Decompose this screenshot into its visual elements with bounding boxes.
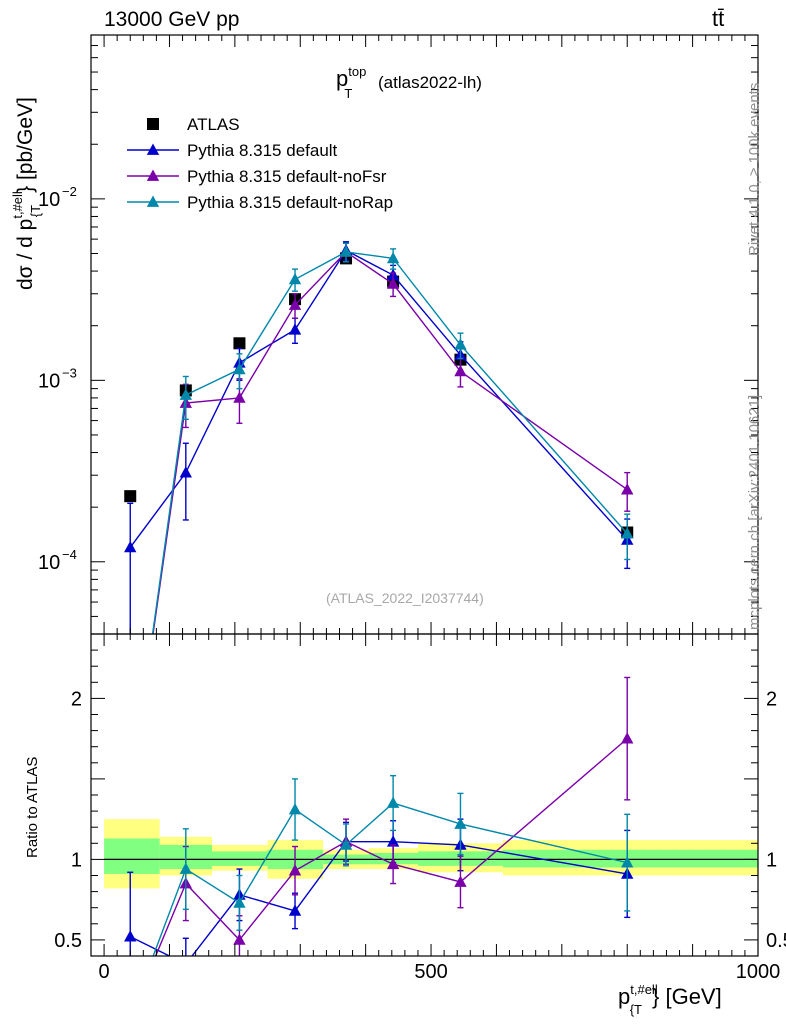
pythia-8-315-default-line bbox=[129, 249, 628, 548]
ratio-ytick-label-right-0.5: 0.5 bbox=[766, 930, 786, 952]
ratio-ytick-label-left-2: 2 bbox=[71, 688, 82, 710]
pythia-8-315-default-marker-3 bbox=[288, 323, 302, 335]
ratio-pythia-8-315-default-marker-3 bbox=[288, 904, 302, 916]
pythia-8-315-default-norap-marker-1 bbox=[179, 388, 192, 400]
pythia-8-315-default-norap-marker-4 bbox=[339, 245, 353, 257]
main-ytick-label-1: 10 bbox=[38, 370, 60, 392]
atlas-point-2 bbox=[233, 337, 246, 350]
xlabel-sup: t,#ell bbox=[630, 982, 658, 997]
ratio-xtick-label-500: 500 bbox=[414, 961, 447, 983]
main-plot-area bbox=[124, 241, 634, 799]
main-ytick-exp-0: −2 bbox=[62, 184, 77, 199]
ratio-band-green-0 bbox=[104, 838, 160, 874]
header-energy-label: 13000 GeV pp bbox=[104, 8, 240, 31]
atlas-point-0 bbox=[124, 490, 137, 503]
header-process-label: tt̄ bbox=[712, 6, 725, 31]
legend-label-pythia-8-315-default-nofsr: Pythia 8.315 default-noFsr bbox=[187, 167, 387, 186]
pythia-8-315-default-marker-0 bbox=[124, 540, 137, 553]
pythia-8-315-default-marker-1 bbox=[179, 466, 192, 478]
ratio-pythia-8-315-default-nofsr-marker-6 bbox=[454, 875, 467, 887]
main-ylabel-sup: t,#ell bbox=[10, 191, 25, 219]
pythia-8-315-default-norap-marker-7 bbox=[621, 527, 634, 539]
pythia-8-315-default-norap-marker-2 bbox=[233, 362, 246, 375]
xlabel-sub: {T bbox=[629, 1002, 643, 1017]
ratio-pythia-8-315-default-nofsr-marker-3 bbox=[288, 864, 302, 876]
pythia-8-315-default-norap-marker-6 bbox=[454, 338, 467, 350]
main-ytick-label-2: 10 bbox=[38, 552, 60, 574]
pythia-8-315-default-nofsr-marker-7 bbox=[621, 483, 634, 495]
pythia-8-315-default-norap-marker-5 bbox=[386, 251, 400, 264]
ratio-ytick-label-right-1: 1 bbox=[766, 849, 777, 871]
ratio-pythia-8-315-default-nofsr-marker-7 bbox=[621, 732, 634, 744]
legend-marker-atlas bbox=[147, 118, 159, 130]
ratio-pythia-8-315-default-nofsr-line bbox=[154, 738, 628, 956]
ratio-pythia-8-315-default-norap-marker-5 bbox=[386, 796, 400, 808]
pythia-8-315-default-norap-marker-3 bbox=[288, 272, 302, 285]
xlabel-main: p bbox=[618, 984, 631, 1009]
main-ylabel-suffix: } [pb/GeV] bbox=[14, 97, 37, 193]
plot-title-suffix: (atlas2022-lh) bbox=[378, 73, 482, 92]
analysis-watermark: (ATLAS_2022_I2037744) bbox=[326, 590, 484, 606]
pythia-8-315-default-nofsr-marker-3 bbox=[288, 298, 302, 310]
ratio-pythia-8-315-default-norap-marker-3 bbox=[288, 802, 302, 815]
pythia-8-315-default-nofsr-line bbox=[152, 251, 628, 634]
ratio-pythia-8-315-default-norap-marker-0 bbox=[124, 1011, 136, 1022]
plot-title-sup: top bbox=[348, 64, 367, 79]
legend-label-pythia-8-315-default-norap: Pythia 8.315 default-noRap bbox=[187, 193, 393, 212]
mcplots-label: mcplots.cern.ch [arXiv:2401.10621] bbox=[746, 394, 763, 630]
ratio-plot-area bbox=[104, 676, 758, 1022]
main-ytick-label-0: 10 bbox=[38, 189, 60, 211]
ratio-frame bbox=[90, 633, 759, 957]
ratio-pythia-8-315-default-norap-line bbox=[152, 802, 628, 956]
pythia-8-315-default-norap-line bbox=[151, 251, 628, 634]
legend-marker-pythia-8-315-default-norap bbox=[146, 195, 160, 207]
main-ylabel: dσ / d pt,#ell {T } [pb/GeV] bbox=[10, 83, 43, 290]
main-ylabel-main: dσ / d p bbox=[14, 218, 37, 290]
ratio-ytick-label-right-2: 2 bbox=[766, 688, 777, 710]
legend-label-atlas: ATLAS bbox=[187, 115, 240, 134]
pythia-8-315-default-nofsr-marker-0 bbox=[124, 788, 136, 799]
main-ytick-exp-2: −4 bbox=[62, 547, 77, 562]
ratio-pythia-8-315-default-nofsr-marker-5 bbox=[386, 857, 400, 870]
main-panel bbox=[124, 241, 634, 799]
ratio-pythia-8-315-default-nofsr-marker-2 bbox=[233, 933, 246, 945]
rivet-version-label: Rivet 4.1.0, ≥ 100k events bbox=[746, 82, 763, 256]
ratio-pythia-8-315-default-norap-marker-4 bbox=[339, 838, 353, 850]
ratio-pythia-8-315-default-marker-1 bbox=[180, 958, 192, 969]
legend-marker-pythia-8-315-default-nofsr bbox=[146, 169, 160, 181]
xlabel-suffix: } [GeV] bbox=[652, 984, 722, 1009]
ratio-pythia-8-315-default-norap-marker-7 bbox=[621, 856, 634, 868]
ratio-pythia-8-315-default-norap-marker-6 bbox=[454, 817, 467, 829]
ratio-pythia-8-315-default-norap-marker-1 bbox=[179, 862, 192, 874]
legend-label-pythia-8-315-default: Pythia 8.315 default bbox=[187, 141, 338, 160]
ratio-ytick-label-left-0.5: 0.5 bbox=[54, 930, 82, 952]
ratio-band-green-2 bbox=[211, 851, 268, 866]
ratio-panel bbox=[104, 676, 758, 1022]
ratio-xlabel: pt,#ell {T } [GeV] bbox=[618, 982, 740, 1017]
plot-title-main: p bbox=[336, 66, 349, 91]
ratio-xtick-label-0: 0 bbox=[99, 961, 110, 983]
ratio-pythia-8-315-default-marker-0 bbox=[124, 930, 137, 942]
main-ylabel-sub: {T bbox=[28, 204, 43, 218]
ratio-pythia-8-315-default-nofsr-marker-0 bbox=[124, 1011, 136, 1022]
pythia-8-315-default-norap-marker-0 bbox=[124, 788, 136, 799]
legend-marker-pythia-8-315-default bbox=[146, 143, 160, 155]
pythia-8-315-default-nofsr-marker-5 bbox=[386, 277, 400, 289]
legend: ATLAS Pythia 8.315 default Pythia 8.315 de… bbox=[127, 115, 393, 212]
ratio-xtick-label-1000: 1000 bbox=[736, 961, 781, 983]
main-ytick-exp-1: −3 bbox=[62, 365, 77, 380]
plot-title-sub: T bbox=[344, 86, 353, 101]
plot-title: ptop T bbox=[336, 64, 374, 101]
pythia-8-315-default-nofsr-marker-6 bbox=[454, 364, 467, 377]
ratio-pythia-8-315-default-line bbox=[129, 840, 628, 956]
ratio-ytick-label-left-1: 1 bbox=[71, 849, 82, 871]
ratio-pythia-8-315-default-marker-5 bbox=[386, 835, 400, 847]
ratio-pythia-8-315-default-norap-marker-2 bbox=[233, 896, 246, 908]
ratio-ylabel: Ratio to ATLAS bbox=[24, 756, 41, 858]
pythia-8-315-default-nofsr-marker-2 bbox=[233, 391, 246, 403]
